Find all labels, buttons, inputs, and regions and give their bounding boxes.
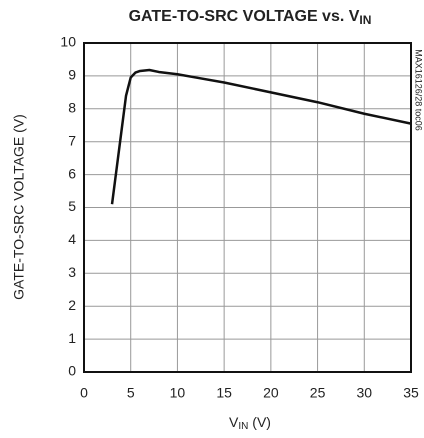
plot-frame bbox=[83, 42, 412, 373]
y-tick-label: 4 bbox=[68, 231, 76, 247]
x-tick-label: 10 bbox=[170, 385, 186, 401]
x-tick-label: 15 bbox=[216, 385, 232, 401]
x-tick-label: 30 bbox=[356, 385, 372, 401]
y-tick-label: 3 bbox=[68, 264, 76, 280]
y-tick-label: 2 bbox=[68, 297, 76, 313]
x-tick-label: 25 bbox=[310, 385, 326, 401]
x-tick-label: 5 bbox=[127, 385, 135, 401]
y-tick-label: 9 bbox=[68, 67, 76, 83]
annotation: MAX16126/28 toc06 bbox=[414, 49, 424, 131]
y-tick-label: 1 bbox=[68, 330, 76, 346]
x-tick-label: 20 bbox=[263, 385, 279, 401]
data-line bbox=[110, 68, 412, 205]
y-tick-label: 10 bbox=[60, 34, 76, 50]
y-tick-label: 7 bbox=[68, 132, 76, 148]
y-tick-label: 0 bbox=[68, 363, 76, 379]
y-tick-label: 6 bbox=[68, 165, 76, 181]
x-tick-label: 0 bbox=[80, 385, 88, 401]
chart-title: GATE-TO-SRC VOLTAGE vs. VIN bbox=[129, 8, 372, 27]
y-axis-label: GATE-TO-SRC VOLTAGE (V) bbox=[11, 114, 27, 300]
y-tick-label: 8 bbox=[68, 100, 76, 116]
x-axis-label: VIN (V) bbox=[229, 414, 271, 432]
y-tick-label: 5 bbox=[68, 198, 76, 214]
x-tick-label: 35 bbox=[403, 385, 419, 401]
